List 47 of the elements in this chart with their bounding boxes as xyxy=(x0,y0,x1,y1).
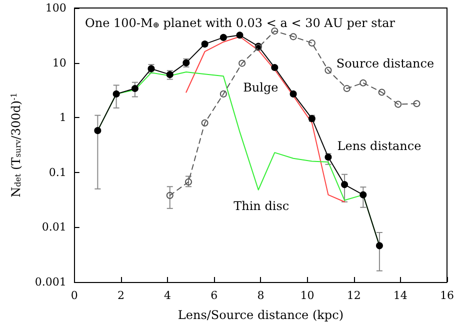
point xyxy=(112,90,120,98)
series-label: Thin disc xyxy=(234,198,290,213)
point xyxy=(360,79,367,86)
point xyxy=(324,66,332,74)
x-tick-label: 6 xyxy=(210,289,218,302)
point xyxy=(343,84,350,92)
point xyxy=(131,84,138,92)
point xyxy=(201,119,208,126)
x-tick-label: 10 xyxy=(300,289,314,302)
point xyxy=(94,127,102,134)
point xyxy=(271,28,278,35)
point xyxy=(376,242,383,250)
series-label: Bulge xyxy=(243,80,278,95)
point xyxy=(290,33,297,40)
y-tick-label: 1 xyxy=(59,111,66,124)
point xyxy=(290,90,297,98)
x-tick-label: 14 xyxy=(393,289,408,302)
x-tick-label: 8 xyxy=(257,289,264,302)
y-tick-label: 10 xyxy=(52,56,66,70)
y-tick-label: 100 xyxy=(45,2,66,14)
point xyxy=(166,192,174,199)
x-tick-label: 4 xyxy=(164,289,172,302)
point xyxy=(220,90,227,98)
y-tick-label: 0.001 xyxy=(34,276,66,288)
text: One 100-M⊕ planet with 0.03 < a < 30 AU per star xyxy=(85,16,396,30)
point xyxy=(220,34,227,41)
point xyxy=(360,191,367,198)
x-tick-label: 16 xyxy=(440,289,454,302)
point xyxy=(413,100,420,108)
y-axis-title: Ndet (Tsurv/300d)-1 xyxy=(9,92,23,198)
y-tick-label: 0.01 xyxy=(42,220,66,234)
point xyxy=(394,100,402,108)
point xyxy=(236,32,244,39)
point xyxy=(324,154,332,161)
point xyxy=(271,64,278,72)
point xyxy=(378,88,386,96)
point xyxy=(341,181,348,188)
x-tick-label: 12 xyxy=(346,289,361,302)
series-label: Source distance xyxy=(336,56,434,70)
point xyxy=(238,60,246,67)
series-label: Lens distance xyxy=(337,139,422,154)
x-axis-title: Lens/Source distance (kpc) xyxy=(178,308,344,322)
x-tick-label: 2 xyxy=(117,289,124,302)
x-tick-label: 0 xyxy=(70,289,78,302)
point xyxy=(185,178,192,186)
point xyxy=(308,39,316,46)
y-tick-label: 0.1 xyxy=(48,166,66,179)
